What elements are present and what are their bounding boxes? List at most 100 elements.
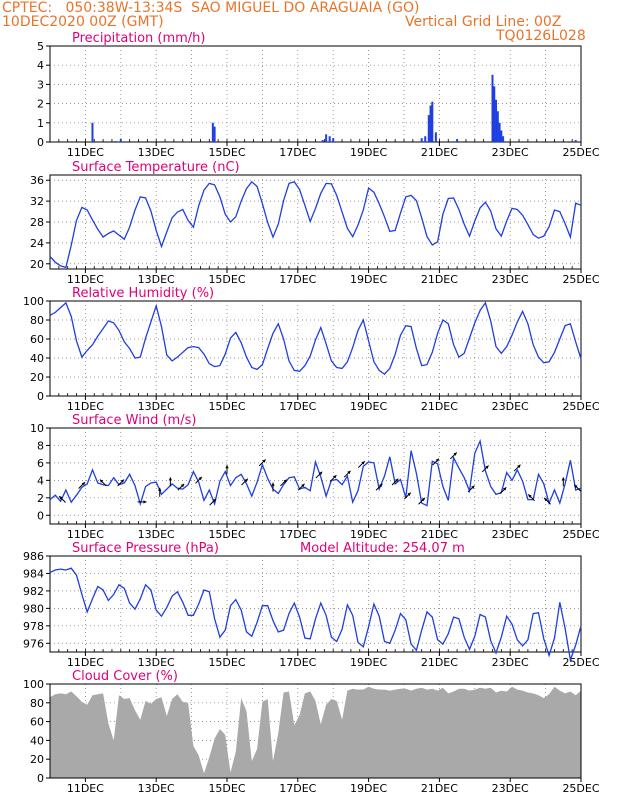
cloud-xtick-label: 11DEC	[67, 782, 104, 795]
precip-bar	[114, 141, 117, 142]
pressure-xtick-label: 23DEC	[492, 656, 529, 669]
wind-arrow-head	[395, 478, 399, 482]
wind-xtick-label: 19DEC	[350, 528, 387, 541]
temp-title: Surface Temperature (nC)	[72, 160, 240, 175]
rh-xtick-label: 25DEC	[562, 400, 599, 413]
wind-ytick-label: 4	[37, 474, 44, 487]
temp-xtick-label: 21DEC	[421, 273, 458, 286]
wind-arrow-head	[301, 483, 305, 488]
wind-xtick-label: 21DEC	[421, 528, 458, 541]
wind-ytick-label: 6	[37, 457, 44, 470]
precip-bar	[496, 111, 499, 142]
wind-arrow-head	[453, 452, 457, 456]
precip-xtick-label: 25DEC	[562, 146, 599, 159]
pressure-xtick-label: 21DEC	[421, 656, 458, 669]
pressure-xtick-label: 13DEC	[138, 656, 175, 669]
wind-arrow-head	[225, 465, 229, 469]
precip-bar	[420, 138, 423, 142]
pressure-ytick-label: 980	[23, 602, 44, 615]
cloud-xtick-label: 19DEC	[350, 782, 387, 795]
precip-bar	[434, 132, 437, 142]
pressure-ytick-label: 986	[23, 550, 44, 563]
cloud-area	[50, 686, 581, 778]
precip-ytick-label: 1	[37, 117, 44, 130]
wind-xtick-label: 25DEC	[562, 528, 599, 541]
pressure-ytick-label: 984	[23, 567, 44, 580]
cloud-ytick-label: 80	[30, 697, 44, 710]
pressure-series-line	[49, 567, 582, 663]
precip-bar	[493, 86, 496, 142]
rh-xtick-label: 17DEC	[279, 400, 316, 413]
temp-frame	[49, 174, 582, 270]
rh-xtick-label: 15DEC	[208, 400, 245, 413]
temp-ytick-label: 20	[30, 258, 44, 271]
wind-arrow-head	[407, 492, 411, 496]
cloud-ytick-label: 100	[23, 678, 44, 691]
wind-xtick-label: 13DEC	[138, 528, 175, 541]
pressure-annotation: Model Altitude: 254.07 m	[300, 541, 465, 556]
precip-bar	[500, 130, 503, 142]
wind-arrow-head	[59, 496, 63, 500]
wind-arrow-head	[198, 476, 202, 481]
pressure-xtick-label: 19DEC	[350, 656, 387, 669]
rh-ytick-label: 100	[23, 295, 44, 308]
rh-xtick-label: 21DEC	[421, 400, 458, 413]
precip-xtick-label: 13DEC	[138, 146, 175, 159]
temp-ytick-label: 24	[30, 237, 44, 250]
precip-bar	[325, 134, 328, 142]
cloud-ytick-label: 60	[30, 716, 44, 729]
wind-arrow-head	[99, 479, 104, 483]
precip-xtick-label: 21DEC	[421, 146, 458, 159]
cloud-xtick-label: 23DEC	[492, 782, 529, 795]
temp-xtick-label: 15DEC	[208, 273, 245, 286]
wind-arrow-head	[502, 487, 507, 491]
pressure-title: Surface Pressure (hPa)	[72, 541, 219, 556]
pressure-xtick-label: 11DEC	[67, 656, 104, 669]
temp-xtick-label: 25DEC	[562, 273, 599, 286]
rh-ytick-label: 80	[30, 314, 44, 327]
precip-bar	[119, 139, 122, 142]
wind-arrow-head	[283, 479, 287, 483]
rh-xtick-label: 11DEC	[67, 400, 104, 413]
precip-bar	[491, 74, 494, 142]
wind-series-line	[49, 438, 582, 507]
cloud-xtick-label: 21DEC	[421, 782, 458, 795]
wind-arrow-head	[528, 494, 532, 498]
wind-arrow-head	[271, 482, 275, 486]
wind-arrow-head	[574, 484, 578, 489]
wind-arrow-head	[333, 475, 337, 479]
precip-bar	[332, 138, 335, 142]
temp-xtick-label: 23DEC	[492, 273, 529, 286]
precip-xtick-label: 23DEC	[492, 146, 529, 159]
wind-arrow-head	[347, 470, 351, 475]
wind-arrow-head	[143, 500, 147, 504]
wind-arrow-head	[158, 487, 162, 491]
precip-ytick-label: 3	[37, 78, 44, 91]
precip-ytick-label: 0	[37, 136, 44, 149]
wind-xtick-label: 17DEC	[279, 528, 316, 541]
cloud-title: Cloud Cover (%)	[72, 669, 178, 684]
precip-ytick-label: 5	[37, 40, 44, 53]
temp-series-line	[49, 180, 582, 269]
wind-arrow-head	[244, 478, 248, 482]
cloud-xtick-label: 13DEC	[138, 782, 175, 795]
wind-arrow-head	[421, 497, 425, 502]
wind-xtick-label: 23DEC	[492, 528, 529, 541]
precip-bar	[495, 99, 498, 142]
precip-bar	[429, 105, 432, 142]
wind-arrow-head	[379, 483, 383, 488]
temp-xtick-label: 19DEC	[350, 273, 387, 286]
wind-ytick-label: 10	[30, 422, 44, 435]
wind-ytick-label: 2	[37, 492, 44, 505]
precip-bar	[213, 126, 216, 142]
precip-bar	[424, 136, 427, 142]
cloud-xtick-label: 17DEC	[279, 782, 316, 795]
wind-arrow-head	[471, 485, 475, 489]
wind-arrow-head	[81, 482, 85, 486]
precip-ytick-label: 2	[37, 98, 44, 111]
wind-arrow-head	[120, 479, 124, 483]
precip-ytick-label: 4	[37, 59, 44, 72]
rh-xtick-label: 23DEC	[492, 400, 529, 413]
precip-xtick-label: 17DEC	[279, 146, 316, 159]
precip-bar	[456, 139, 459, 142]
